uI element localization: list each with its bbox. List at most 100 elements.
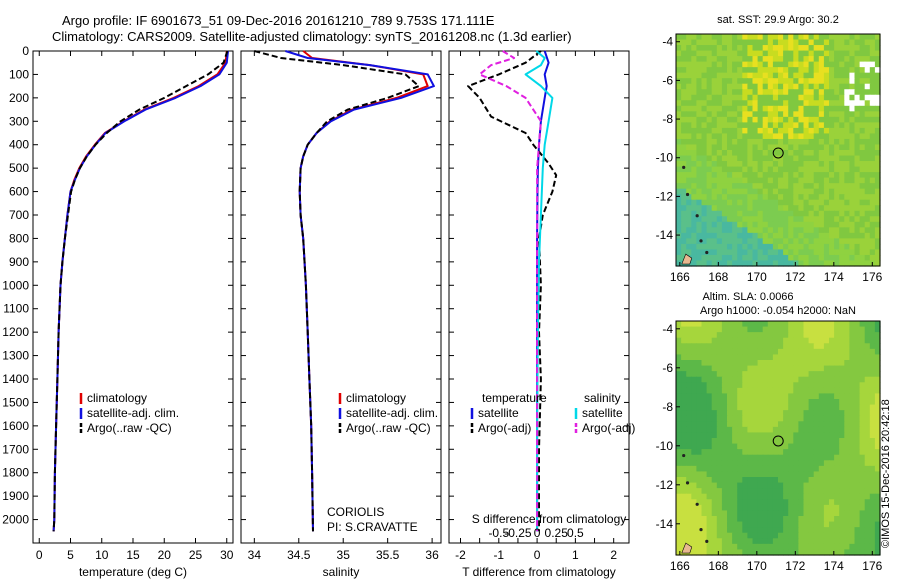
sst_map-cell bbox=[823, 177, 830, 184]
sla_map-cell bbox=[752, 426, 759, 434]
sla_map-cell bbox=[844, 488, 850, 495]
sla_map-cell bbox=[829, 387, 835, 395]
sla_map-cell bbox=[793, 382, 799, 389]
sst_map-cell bbox=[711, 155, 718, 162]
sst_map-cell bbox=[854, 216, 861, 223]
sst_map-cell bbox=[742, 122, 748, 129]
sst_map-cell bbox=[854, 78, 861, 85]
sst_map-cell bbox=[676, 105, 682, 112]
sst_map-cell bbox=[829, 188, 835, 195]
sst_map-cell bbox=[783, 94, 789, 101]
sst_map-cell bbox=[762, 67, 769, 74]
sst_map-cell bbox=[849, 144, 856, 151]
sla_map-cell bbox=[747, 399, 754, 406]
sla_map-cell bbox=[854, 415, 861, 422]
sla_map-cell bbox=[762, 321, 769, 328]
sst_map-cell bbox=[783, 111, 789, 118]
sst_map-cell bbox=[716, 232, 723, 239]
sla_map-cell bbox=[762, 493, 769, 500]
sla_map-cell bbox=[696, 399, 703, 406]
sla_map-cell bbox=[864, 449, 871, 456]
sst_map-cell bbox=[691, 177, 697, 184]
sla_map-cell bbox=[737, 326, 743, 333]
sst_map-cell bbox=[757, 232, 764, 239]
sst_map-cell bbox=[793, 232, 799, 239]
sst_map-cell bbox=[844, 83, 850, 90]
sla_map-cell bbox=[737, 482, 743, 489]
sst_map-cell bbox=[854, 155, 861, 162]
sst_map-cell bbox=[854, 194, 861, 201]
sla_map-cell bbox=[727, 399, 733, 406]
sla_map-cell bbox=[803, 449, 810, 456]
sla_map-cell bbox=[716, 360, 723, 367]
sst_map-cell bbox=[793, 177, 799, 184]
sla_map-cell bbox=[813, 443, 820, 450]
sla_map-cell bbox=[818, 432, 825, 439]
sst_map-cell bbox=[788, 89, 794, 96]
sst_map-cell bbox=[869, 100, 876, 107]
sla_map-cell bbox=[783, 387, 789, 395]
sla_map-cell bbox=[772, 521, 779, 528]
sla_map-cell bbox=[793, 454, 799, 461]
sla_map-cell bbox=[803, 382, 810, 389]
sst_map-cell bbox=[686, 67, 692, 74]
sst_map-cell bbox=[732, 138, 738, 146]
sla_map-cell bbox=[676, 532, 682, 539]
sst_map-cell bbox=[813, 67, 820, 74]
sla_map-cell bbox=[874, 348, 881, 356]
temperature-ytick-label: 900 bbox=[9, 255, 29, 269]
sla_map-cell bbox=[676, 421, 682, 428]
sst_map-cell bbox=[752, 83, 759, 90]
sla_map-cell bbox=[747, 410, 754, 417]
sla_map-cell bbox=[742, 387, 748, 395]
sla_map-cell bbox=[823, 488, 830, 495]
sla_map-cell bbox=[711, 504, 718, 512]
sst_map-cell bbox=[869, 72, 876, 79]
sst_map-cell bbox=[783, 166, 789, 173]
sla_map-cell bbox=[869, 332, 876, 339]
sst_map-cell bbox=[676, 260, 682, 267]
sla_map-cell bbox=[839, 538, 845, 545]
sla_map-cell bbox=[701, 421, 708, 428]
sst_map-cell bbox=[808, 50, 815, 57]
sst_map-cell bbox=[757, 227, 764, 234]
sla_map-cell bbox=[747, 332, 754, 339]
sst_map-cell bbox=[834, 172, 840, 179]
sla_map-cell bbox=[767, 393, 774, 400]
sla_map-cell bbox=[742, 482, 748, 489]
sla_map-cell bbox=[742, 516, 748, 523]
sla_map-cell bbox=[676, 465, 682, 473]
sla_map-cell bbox=[706, 326, 713, 333]
sst_map-cell bbox=[844, 34, 850, 41]
sla_map-cell bbox=[696, 465, 703, 473]
sla_map-cell bbox=[829, 382, 835, 389]
sst_map-cell bbox=[829, 150, 835, 157]
sst_map-cell bbox=[732, 144, 738, 151]
sla_map-cell bbox=[844, 376, 850, 383]
sla_map-cell bbox=[721, 543, 728, 551]
sla_map-cell bbox=[834, 538, 840, 545]
sla_map-cell bbox=[757, 421, 764, 428]
sla_map-cell bbox=[823, 460, 830, 467]
sla_map-cell bbox=[716, 543, 723, 551]
sla_map-cell bbox=[788, 332, 794, 339]
sla_map-cell bbox=[844, 532, 850, 539]
sst_map-cell bbox=[849, 177, 856, 184]
sst_map-cell bbox=[803, 100, 810, 107]
sst_map-cell bbox=[742, 39, 748, 46]
temperature-legend-label: satellite-adj. clim. bbox=[87, 406, 179, 420]
sst_map-cell bbox=[803, 150, 810, 157]
sst_map-cell bbox=[686, 138, 692, 146]
sst_map-cell bbox=[849, 39, 856, 46]
sst_map-cell bbox=[716, 260, 723, 267]
sla_map-cell bbox=[864, 371, 871, 378]
sla_map-cell bbox=[788, 516, 794, 523]
sst_map-cell bbox=[752, 39, 759, 46]
sst_map-cell bbox=[849, 205, 856, 212]
sst_map-cell bbox=[691, 166, 697, 173]
sst_map-cell bbox=[772, 34, 779, 41]
sla_map-cell bbox=[752, 387, 759, 395]
sst_map-cell bbox=[686, 183, 692, 190]
sla_map-cell bbox=[706, 382, 713, 389]
sst_map-cell bbox=[803, 155, 810, 162]
